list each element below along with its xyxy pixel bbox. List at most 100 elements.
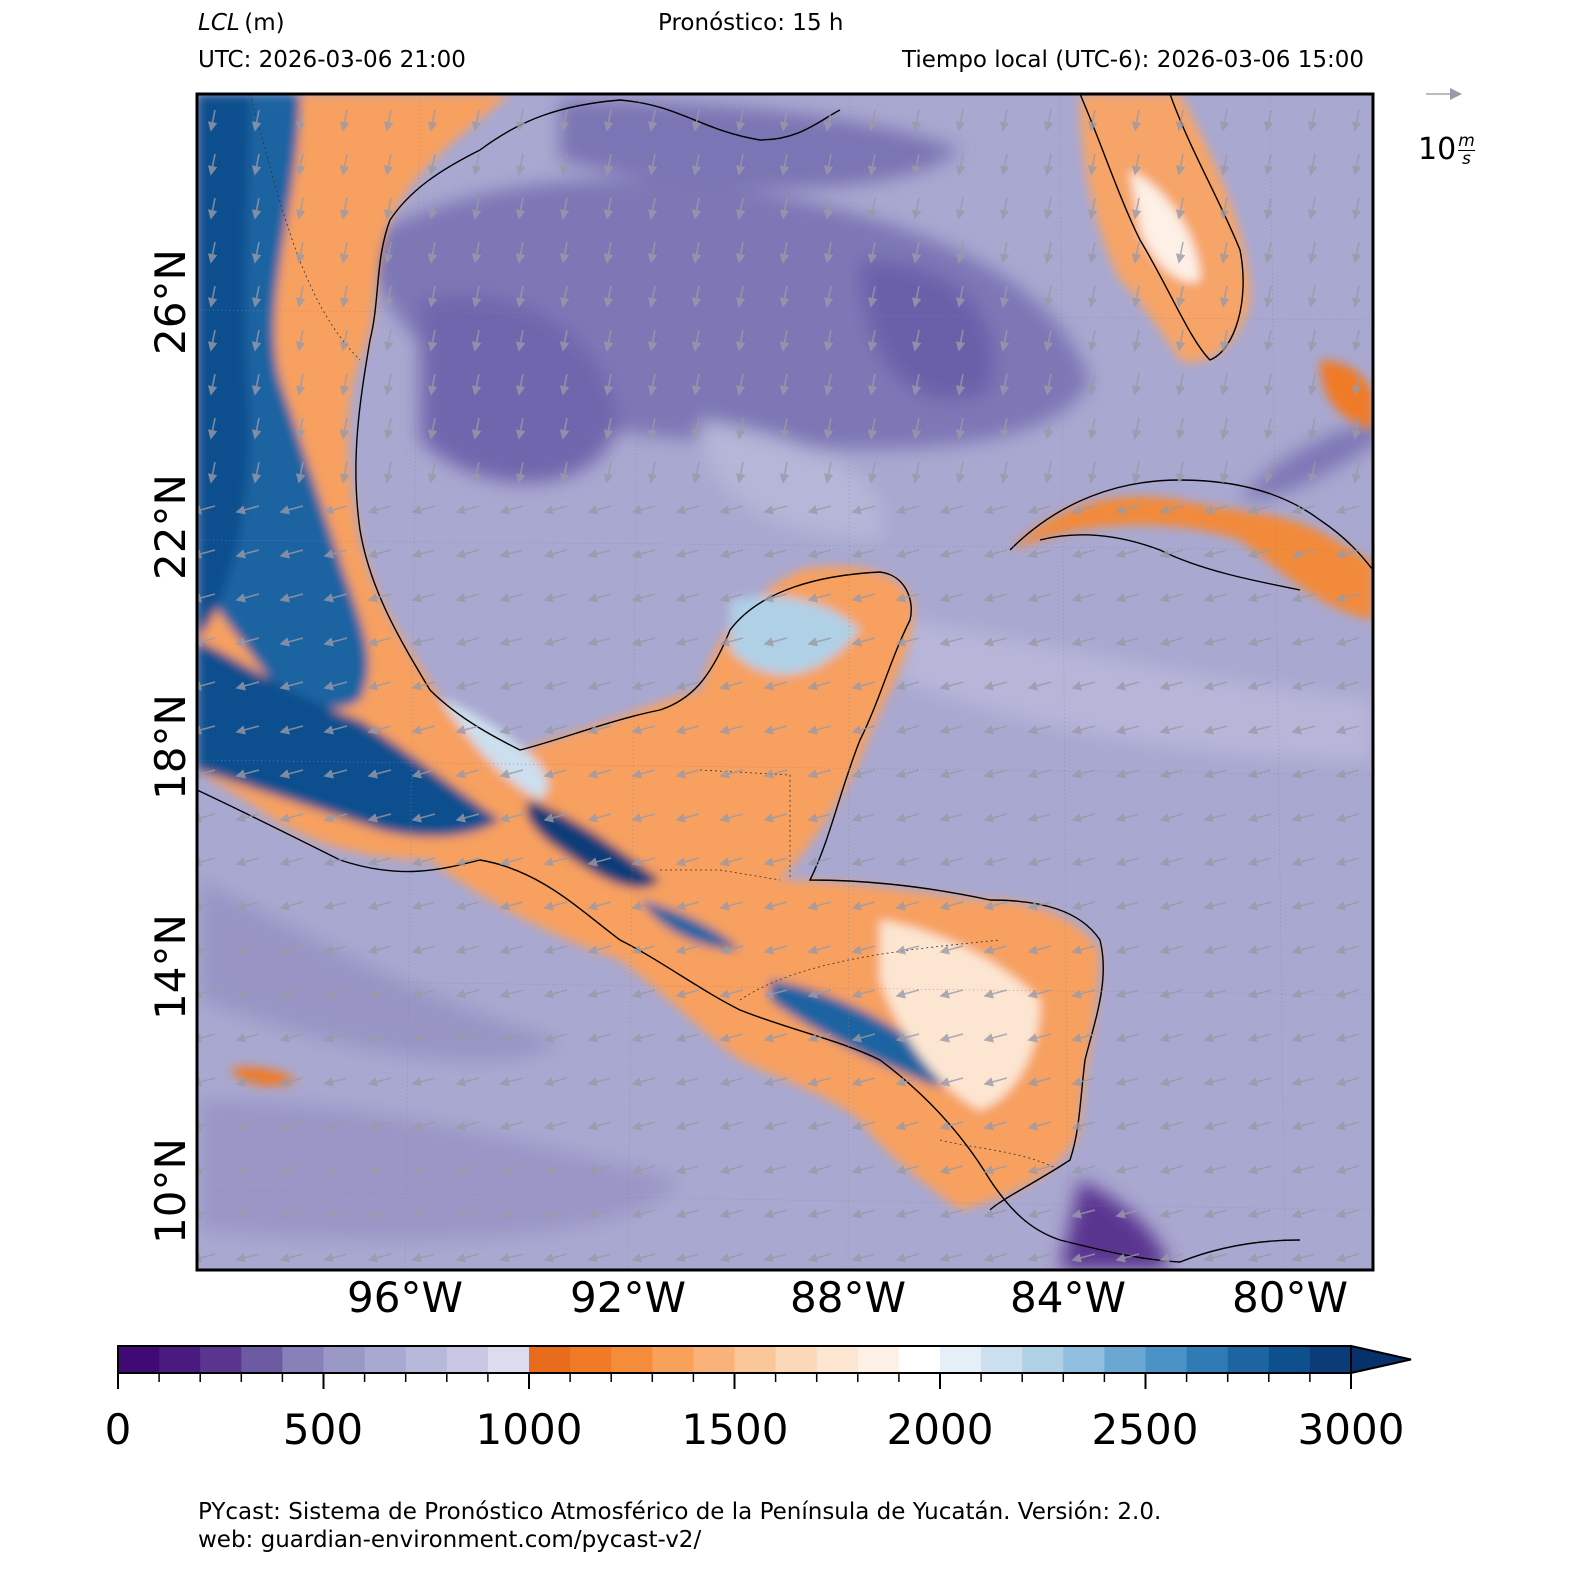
wind-arrow: [339, 153, 350, 176]
wind-arrow: [323, 769, 348, 779]
wind-arrow: [763, 1077, 788, 1087]
wind-arrow: [1247, 857, 1272, 867]
wind-arrow: [983, 681, 1008, 691]
wind-arrow: [939, 769, 964, 779]
wind-arrow: [895, 813, 920, 823]
wind-arrow: [1263, 285, 1274, 308]
wind-arrow: [455, 549, 480, 559]
wind-arrow: [631, 725, 656, 735]
wind-arrow: [295, 329, 306, 352]
wind-arrow: [559, 417, 570, 440]
wind-arrow: [323, 813, 348, 823]
wind-arrow: [719, 637, 744, 647]
wind-arrow: [1307, 153, 1318, 176]
wind-arrow: [895, 725, 920, 735]
wind-arrow: [1071, 1209, 1096, 1219]
wind-arrow: [735, 197, 746, 220]
wind-arrow: [499, 637, 524, 647]
wind-arrow: [1203, 681, 1228, 691]
wind-arrow: [1027, 857, 1052, 867]
wind-arrow: [455, 901, 480, 911]
wind-arrow: [1115, 901, 1140, 911]
wind-arrow: [383, 109, 394, 132]
colorbar-bin: [405, 1346, 448, 1373]
wind-arrow: [675, 681, 700, 691]
wind-arrow: [895, 945, 920, 955]
wind-arrow: [1291, 593, 1316, 603]
wind-arrow: [823, 197, 834, 220]
wind-arrow: [823, 461, 834, 484]
wind-arrow: [911, 197, 922, 220]
wind-arrow: [339, 109, 350, 132]
wind-arrow: [367, 989, 392, 999]
wind-arrow: [515, 241, 526, 264]
wind-arrow: [367, 813, 392, 823]
wind-arrow: [719, 725, 744, 735]
wind-arrow: [895, 1033, 920, 1043]
wind-arrow: [559, 461, 570, 484]
wind-arrow: [911, 417, 922, 440]
wind-arrow: [207, 241, 218, 264]
wind-arrow: [1043, 285, 1054, 308]
wind-arrow: [1027, 1121, 1052, 1131]
wind-arrow: [367, 725, 392, 735]
wind-arrow: [515, 153, 526, 176]
wind-arrow: [823, 417, 834, 440]
wind-arrow: [1159, 549, 1184, 559]
wind-arrow: [999, 109, 1010, 132]
wind-arrow: [207, 373, 218, 396]
wind-arrow: [1115, 1165, 1140, 1175]
local-time: Tiempo local (UTC-6): 2026-03-06 15:00: [902, 47, 1364, 73]
wind-arrow: [1175, 285, 1186, 308]
wind-arrow: [279, 769, 304, 779]
wind-arrow: [323, 505, 348, 515]
wind-arrow: [235, 681, 260, 691]
wind-arrow: [1335, 593, 1360, 603]
wind-arrow: [807, 813, 832, 823]
wind-arrow: [955, 329, 966, 352]
wind-arrow: [587, 505, 612, 515]
wind-arrow: [471, 109, 482, 132]
wind-arrow: [631, 769, 656, 779]
wind-arrow: [427, 109, 438, 132]
wind-arrow: [1247, 769, 1272, 779]
wind-arrow: [1115, 681, 1140, 691]
wind-arrow: [983, 857, 1008, 867]
wind-arrow: [559, 109, 570, 132]
colorbar-bin: [1063, 1346, 1105, 1373]
wind-arrow: [1027, 989, 1052, 999]
wind-arrow: [559, 241, 570, 264]
wind-arrow: [1219, 461, 1230, 484]
wind-arrow: [719, 505, 744, 515]
wind-arrow: [295, 153, 306, 176]
wind-arrow: [1203, 1121, 1228, 1131]
wind-arrow: [1071, 901, 1096, 911]
wind-arrow: [1291, 857, 1316, 867]
wind-arrow: [1087, 197, 1098, 220]
wind-arrow: [323, 637, 348, 647]
wind-arrow: [383, 373, 394, 396]
wind-arrow: [719, 857, 744, 867]
wind-arrow: [1159, 945, 1184, 955]
wind-arrow: [1247, 1033, 1272, 1043]
wind-arrow: [1043, 109, 1054, 132]
wind-arrow: [587, 593, 612, 603]
wind-arrow: [1219, 329, 1230, 352]
wind-arrow: [735, 461, 746, 484]
wind-arrow: [323, 593, 348, 603]
wind-arrow: [1219, 109, 1230, 132]
wind-arrow: [939, 857, 964, 867]
wind-arrow: [543, 1165, 568, 1175]
wind-arrow: [807, 857, 832, 867]
wind-arrow: [339, 241, 350, 264]
wind-arrow: [1291, 1121, 1316, 1131]
wind-arrow: [675, 593, 700, 603]
wind-arrow: [1115, 1033, 1140, 1043]
wind-arrow: [1043, 329, 1054, 352]
colorbar-bin: [1268, 1346, 1311, 1373]
wind-arrow: [455, 1077, 480, 1087]
wind-arrow: [1203, 813, 1228, 823]
colorbar-bin: [200, 1346, 242, 1373]
wind-arrow: [587, 1253, 612, 1263]
wind-arrow: [323, 1253, 348, 1263]
